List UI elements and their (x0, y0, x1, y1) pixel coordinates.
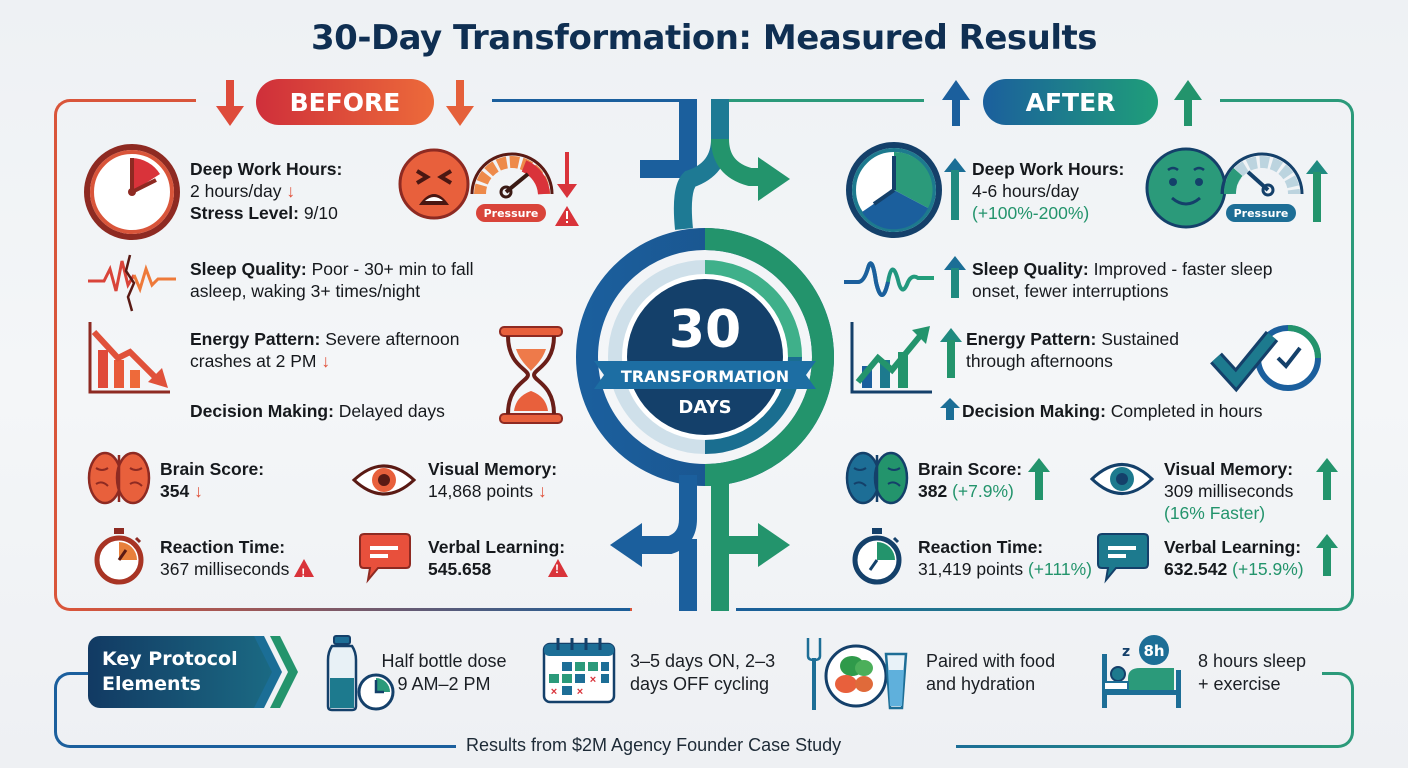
down-arrow-icon: ↓ (194, 481, 203, 501)
svg-text:30: 30 (669, 300, 741, 360)
declining-chart-icon (88, 322, 170, 394)
svg-text:Pressure: Pressure (1234, 207, 1289, 220)
after-verbal-learning: Verbal Learning: 632.542 (+15.9%) (1164, 537, 1304, 579)
chat-bubble-icon (1097, 533, 1149, 584)
food-water-icon (806, 638, 908, 710)
before-brain-score: Brain Score: 354 ↓ (160, 459, 265, 501)
svg-text:8h: 8h (1143, 642, 1164, 660)
check-clock-icon (1210, 325, 1321, 393)
after-visual-memory: Visual Memory: 309 milliseconds (16% Fas… (1164, 459, 1294, 523)
after-frame-bottom (736, 608, 1336, 611)
after-sleep-quality: Sleep Quality: Improved - faster sleep o… (972, 259, 1273, 301)
up-arrow-icon (1316, 534, 1338, 576)
after-badge: AFTER (983, 79, 1158, 125)
chat-bubble-icon (359, 533, 411, 584)
before-frame-bottom (70, 608, 630, 611)
pressure-gauge-icon: Pressure (1220, 152, 1304, 222)
bottle-clock-icon (326, 635, 395, 712)
page-title: 30-Day Transformation: Measured Results (311, 18, 1097, 58)
warning-icon (294, 559, 315, 584)
before-decision-making: Decision Making: Delayed days (190, 401, 445, 421)
protocol-item-sleep-exercise: 8 hours sleep + exercise (1198, 651, 1307, 694)
after-energy-pattern: Energy Pattern: Sustained through aftern… (966, 329, 1180, 371)
svg-text:DAYS: DAYS (678, 397, 731, 418)
clock-icon (84, 144, 180, 240)
erratic-sleep-wave-icon (88, 254, 176, 312)
svg-text:z: z (1122, 644, 1130, 660)
calendar-icon: × × × (542, 638, 616, 704)
case-study-footer: Results from $2M Agency Founder Case Stu… (466, 735, 842, 755)
after-brain-score: Brain Score: 382 (+7.9%) (918, 459, 1023, 501)
after-decision-making: Decision Making: Completed in hours (962, 401, 1263, 421)
up-arrow-icon (1028, 458, 1050, 500)
before-deep-work: Deep Work Hours: 2 hours/day ↓ Stress Le… (190, 159, 343, 223)
down-arrow-icon: ↓ (321, 351, 331, 371)
up-arrow-icon (944, 256, 966, 298)
down-arrow-icon (216, 80, 244, 126)
down-arrow-icon: ↓ (537, 481, 547, 501)
hourglass-icon (499, 326, 563, 424)
stopwatch-icon (852, 528, 902, 585)
after-deep-work: Deep Work Hours: 4-6 hours/day (+100%-20… (972, 159, 1125, 223)
svg-text:Pressure: Pressure (484, 207, 539, 220)
eye-icon (351, 464, 417, 496)
down-arrow-icon: ↓ (286, 181, 296, 201)
down-arrow-icon (446, 80, 474, 126)
up-arrow-icon (1174, 80, 1202, 126)
up-arrow-icon (940, 328, 962, 378)
stressed-face-icon (398, 148, 470, 220)
brain-icon (87, 451, 151, 505)
svg-text:TRANSFORMATION: TRANSFORMATION (621, 367, 789, 386)
up-arrow-icon (1306, 160, 1328, 222)
protocol-item-dose: Half bottle dose 9 AM–2 PM (381, 651, 507, 694)
protocol-bracket-right (1322, 672, 1354, 748)
after-reaction-time: Reaction Time: 31,419 points (+111%) (918, 537, 1093, 579)
before-verbal-learning: Verbal Learning: 545.658 (428, 537, 566, 579)
svg-text:×: × (590, 674, 596, 686)
up-arrow-icon (1316, 458, 1338, 500)
transformation-path-graphic: 30 TRANSFORMATION DAYS (576, 99, 834, 611)
rising-chart-icon (850, 322, 932, 394)
before-visual-memory: Visual Memory: 14,868 points ↓ (428, 459, 558, 501)
brain-icon (845, 451, 909, 505)
chevrons-icon (254, 636, 298, 708)
before-reaction-time: Reaction Time: 367 milliseconds (160, 536, 315, 584)
down-arrow-warning-icon (555, 152, 579, 226)
up-arrow-icon (944, 158, 966, 220)
before-energy-pattern: Energy Pattern: Severe afternoon crashes… (190, 329, 460, 371)
stopwatch-icon (94, 528, 144, 585)
smooth-sleep-wave-icon (844, 261, 934, 297)
up-arrow-icon (940, 398, 960, 420)
bed-8h-icon: z 8h (1102, 635, 1181, 708)
before-sleep-quality: Sleep Quality: Poor - 30+ min to fall as… (190, 259, 474, 301)
protocol-item-cycling: 3–5 days ON, 2–3 days OFF cycling (630, 651, 776, 694)
before-badge: BEFORE (256, 79, 434, 125)
clock-icon (846, 142, 942, 238)
svg-text:×: × (577, 686, 583, 698)
svg-text:×: × (551, 686, 557, 698)
warning-icon (548, 559, 568, 577)
pressure-gauge-icon: Pressure (470, 152, 554, 222)
protocol-item-food: Paired with food and hydration (926, 651, 1056, 694)
eye-icon (1089, 463, 1155, 495)
key-protocol-heading: Key Protocol Elements (88, 636, 278, 708)
up-arrow-icon (942, 80, 970, 126)
